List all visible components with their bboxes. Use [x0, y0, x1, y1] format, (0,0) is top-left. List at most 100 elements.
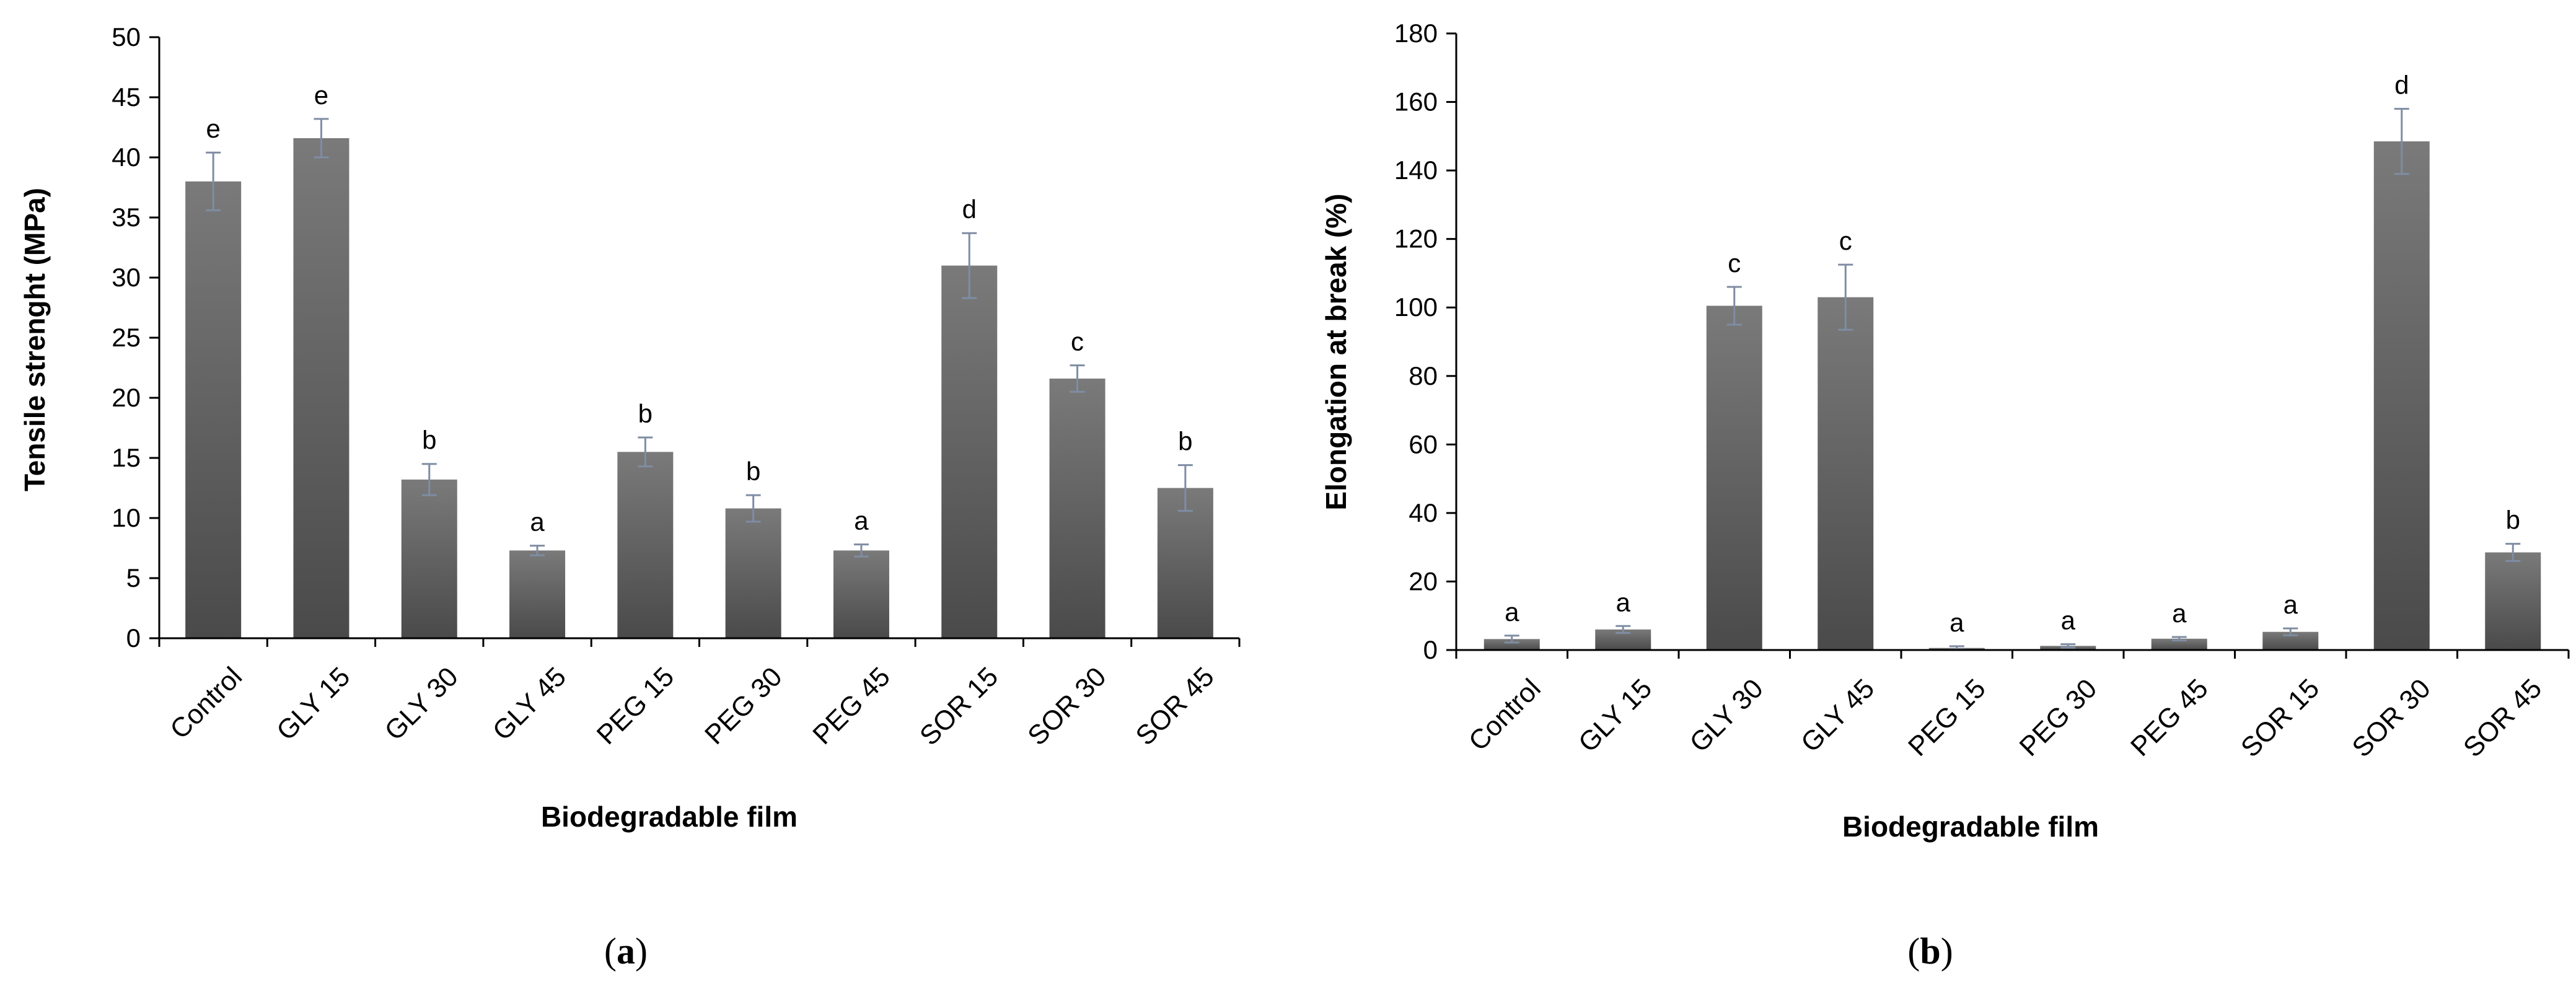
category-label: PEG 30 [2014, 673, 2103, 762]
bar [185, 181, 242, 638]
bar [2373, 141, 2430, 650]
significance-label: d [2394, 71, 2409, 100]
significance-label: c [1071, 327, 1084, 356]
category-label: GLY 45 [1795, 673, 1880, 758]
significance-label: a [1616, 587, 1631, 617]
y-tick-label: 180 [1394, 19, 1438, 48]
bar [1484, 639, 1540, 650]
y-tick-label: 20 [112, 383, 141, 412]
error-bar [206, 151, 221, 211]
category-label: PEG 15 [1902, 673, 1992, 762]
significance-label: a [1950, 608, 1964, 637]
significance-label: a [530, 507, 545, 537]
bar [833, 550, 889, 638]
y-tick-label: 30 [112, 263, 141, 292]
y-tick-label: 0 [126, 623, 141, 652]
chart-panel-a: 0 5 10 15 20 25 30 35 40 45 50 e e b a b b a d c b Control G… [19, 22, 1241, 972]
bar [725, 508, 781, 638]
error-bar [2505, 543, 2521, 562]
bar [941, 265, 998, 639]
bar [617, 452, 674, 638]
category-label: GLY 30 [379, 661, 464, 746]
y-tick-label: 100 [1394, 292, 1438, 322]
bar [1049, 378, 1106, 638]
y-tick-label: 40 [1409, 498, 1438, 527]
significance-label: c [1839, 226, 1852, 255]
significance-label: b [746, 457, 760, 486]
significance-label: e [206, 114, 220, 143]
error-bars-b [1504, 108, 2521, 651]
y-tick-label: 20 [1409, 566, 1438, 595]
category-label: SOR 30 [1022, 661, 1112, 751]
y-tick-label: 0 [1423, 635, 1438, 664]
category-label: GLY 45 [487, 661, 572, 746]
error-bar [421, 463, 437, 496]
significance-label: b [2506, 506, 2520, 535]
bar [1157, 488, 1213, 638]
category-label: SOR 15 [914, 661, 1004, 751]
bar [1706, 305, 1762, 650]
x-axis-title-b: Biodegradable film [1842, 810, 2099, 843]
error-bar [638, 436, 653, 468]
y-axis-ticks-b: 0 20 40 60 80 100 120 140 160 180 [1394, 19, 2570, 664]
error-bar [530, 545, 545, 556]
x-axis-title-a: Biodegradable film [541, 801, 798, 833]
significance-label: e [314, 81, 328, 110]
category-labels-a: Control GLY 15 GLY 30 GLY 45 PEG 15 PEG 30 PEG… [164, 661, 1220, 751]
y-axis-ticks-a: 0 5 10 15 20 25 30 35 40 45 50 [112, 22, 1241, 652]
y-axis-title-b: Elongation at break (%) [1320, 193, 1352, 510]
error-bar [2394, 108, 2409, 175]
significance-label: b [422, 426, 436, 455]
category-label: GLY 30 [1684, 673, 1769, 758]
panel-label-a: (a) [604, 931, 648, 972]
error-bar [1838, 263, 1853, 331]
bars-a [185, 138, 1213, 639]
bar [1818, 297, 1874, 650]
error-bar [1615, 625, 1631, 634]
significance-label: a [2172, 599, 2187, 628]
bar [293, 138, 349, 638]
y-tick-label: 15 [112, 443, 141, 472]
y-tick-label: 160 [1394, 87, 1438, 116]
bars-b [1484, 141, 2541, 650]
category-label: GLY 15 [1573, 673, 1658, 758]
category-labels-b: Control GLY 15 GLY 30 GLY 45 PEG 15 PEG 30 PEG… [1463, 673, 2547, 763]
error-bar [962, 232, 977, 299]
y-tick-label: 50 [112, 22, 141, 51]
error-bar [314, 118, 329, 159]
category-label: Control [1463, 673, 1547, 757]
category-label: SOR 45 [1130, 661, 1220, 751]
significance-label: a [2061, 606, 2076, 635]
bar [2485, 552, 2541, 650]
category-label: Control [164, 661, 248, 745]
error-bar [2171, 636, 2187, 642]
significance-label: a [1505, 597, 1519, 626]
error-bar [745, 494, 761, 523]
error-bar [853, 543, 869, 558]
y-tick-label: 140 [1394, 156, 1438, 185]
y-tick-label: 120 [1394, 224, 1438, 253]
y-tick-label: 35 [112, 203, 141, 232]
error-bars-a [206, 118, 1193, 558]
category-label: PEG 45 [807, 661, 896, 750]
chart-panel-b: 0 20 40 60 80 100 120 140 160 180 a a c c a a a a d b Cont… [1320, 19, 2570, 972]
category-label: PEG 30 [699, 661, 788, 750]
panel-label-b: (b) [1907, 931, 1953, 972]
y-tick-label: 40 [112, 143, 141, 172]
significance-labels-a: e e b a b b a d c b [206, 81, 1192, 537]
error-bar [2060, 643, 2076, 649]
significance-label: a [854, 506, 869, 535]
error-bar [1504, 635, 1519, 644]
y-tick-label: 45 [112, 82, 141, 112]
category-label: PEG 15 [591, 661, 680, 750]
error-bar [2283, 627, 2298, 636]
category-label: PEG 45 [2125, 673, 2214, 762]
bar [2151, 638, 2207, 650]
category-label: SOR 45 [2458, 673, 2547, 763]
y-tick-label: 80 [1409, 361, 1438, 390]
y-axis-title-a: Tensile strenght (MPa) [19, 188, 51, 491]
bar [509, 550, 566, 638]
y-tick-label: 25 [112, 323, 141, 352]
bar [401, 479, 457, 638]
y-tick-label: 10 [112, 503, 141, 532]
